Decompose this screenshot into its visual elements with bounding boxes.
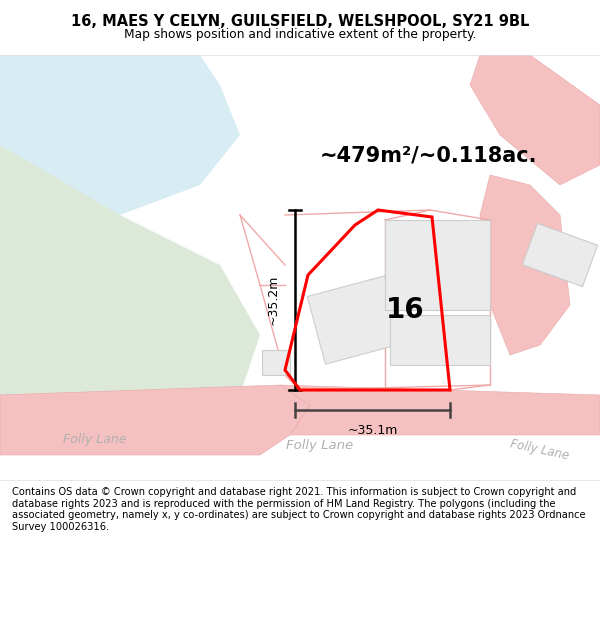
Text: Folly Lane: Folly Lane bbox=[286, 439, 353, 451]
Text: 16: 16 bbox=[386, 296, 424, 324]
Text: Folly Lane: Folly Lane bbox=[63, 434, 127, 446]
Text: 16, MAES Y CELYN, GUILSFIELD, WELSHPOOL, SY21 9BL: 16, MAES Y CELYN, GUILSFIELD, WELSHPOOL,… bbox=[71, 14, 529, 29]
Polygon shape bbox=[523, 223, 598, 287]
Polygon shape bbox=[307, 276, 403, 364]
Text: ~35.2m: ~35.2m bbox=[266, 275, 280, 325]
Polygon shape bbox=[390, 315, 490, 365]
Polygon shape bbox=[280, 385, 600, 435]
Polygon shape bbox=[480, 175, 570, 355]
Text: ~35.1m: ~35.1m bbox=[347, 424, 398, 437]
Polygon shape bbox=[0, 145, 260, 435]
Polygon shape bbox=[470, 55, 600, 185]
Polygon shape bbox=[262, 350, 290, 375]
Text: ~479m²/~0.118ac.: ~479m²/~0.118ac. bbox=[320, 145, 538, 165]
Polygon shape bbox=[0, 55, 240, 215]
Polygon shape bbox=[385, 220, 490, 310]
Text: Map shows position and indicative extent of the property.: Map shows position and indicative extent… bbox=[124, 28, 476, 41]
Text: Folly Lane: Folly Lane bbox=[509, 438, 571, 462]
Polygon shape bbox=[0, 385, 310, 455]
Text: Contains OS data © Crown copyright and database right 2021. This information is : Contains OS data © Crown copyright and d… bbox=[12, 488, 586, 532]
